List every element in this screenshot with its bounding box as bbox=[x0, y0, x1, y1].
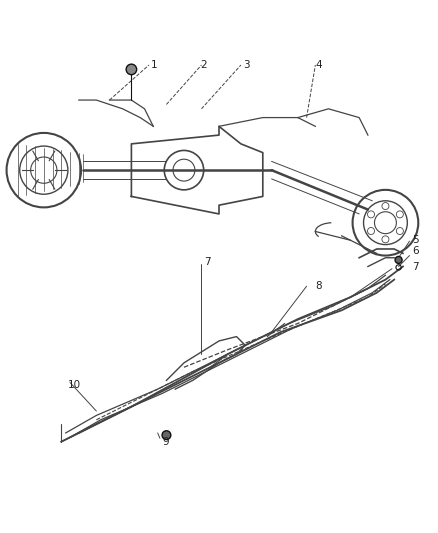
Text: 7: 7 bbox=[413, 262, 419, 271]
Text: 8: 8 bbox=[315, 281, 322, 291]
Text: 6: 6 bbox=[413, 246, 419, 256]
Circle shape bbox=[126, 64, 137, 75]
Text: 2: 2 bbox=[201, 60, 207, 70]
Circle shape bbox=[162, 431, 171, 440]
Text: 9: 9 bbox=[162, 437, 169, 447]
Text: 3: 3 bbox=[243, 60, 250, 70]
Text: 5: 5 bbox=[413, 235, 419, 245]
Text: 7: 7 bbox=[204, 257, 210, 267]
Text: 1: 1 bbox=[151, 60, 158, 70]
Text: 4: 4 bbox=[315, 60, 322, 70]
Text: 10: 10 bbox=[68, 379, 81, 390]
Circle shape bbox=[395, 256, 402, 263]
